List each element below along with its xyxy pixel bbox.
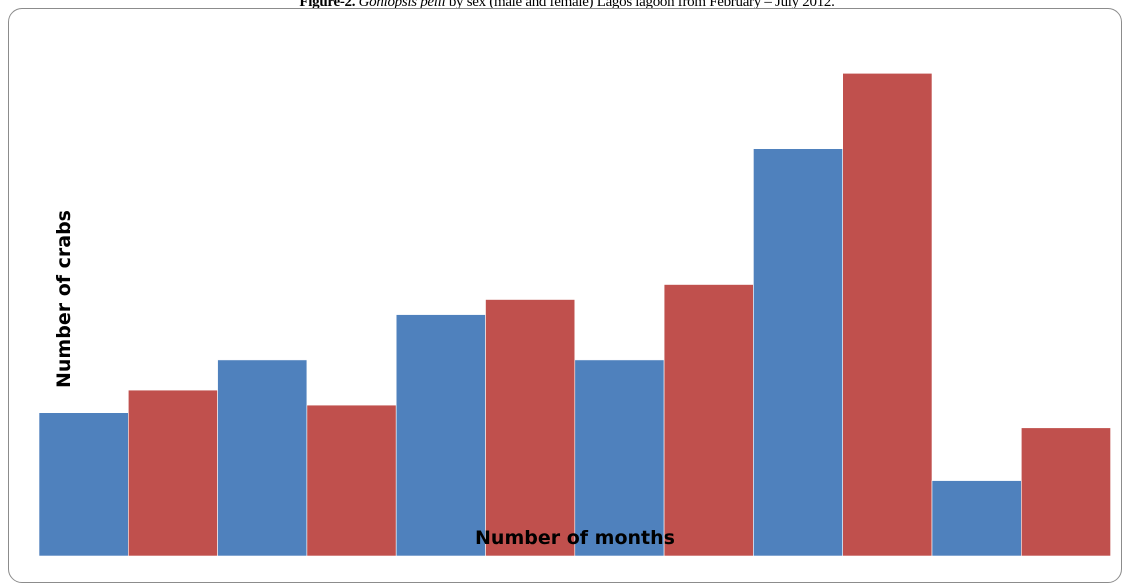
bar-series1-group1 (38, 412, 129, 557)
bar-series2-group4 (663, 284, 754, 557)
bar-series1-group4 (574, 359, 665, 557)
bar-series2-group1 (128, 389, 218, 557)
caption-text: by sex (male and female) Lagos lagoon fr… (445, 0, 835, 10)
bar-series2-group6 (1020, 427, 1111, 557)
species-name: Goniopsis pelii (358, 0, 446, 10)
bar-series1-group3 (395, 314, 486, 557)
bar-series2-group2 (306, 404, 397, 557)
x-axis-title: Number of months (475, 527, 675, 549)
figure-caption: Figure-2. Goniopsis pelii by sex (male a… (0, 0, 1134, 11)
bar-series1-group5 (753, 148, 844, 557)
bar-series2-group5 (842, 73, 933, 557)
bar-series2-group3 (485, 299, 576, 557)
bar-series1-group2 (217, 359, 308, 557)
y-axis-title: Number of crabs (53, 210, 75, 388)
bar-series1-group6 (931, 480, 1022, 557)
bars-group (38, 73, 1111, 557)
figure-label: Figure-2. (299, 0, 356, 10)
